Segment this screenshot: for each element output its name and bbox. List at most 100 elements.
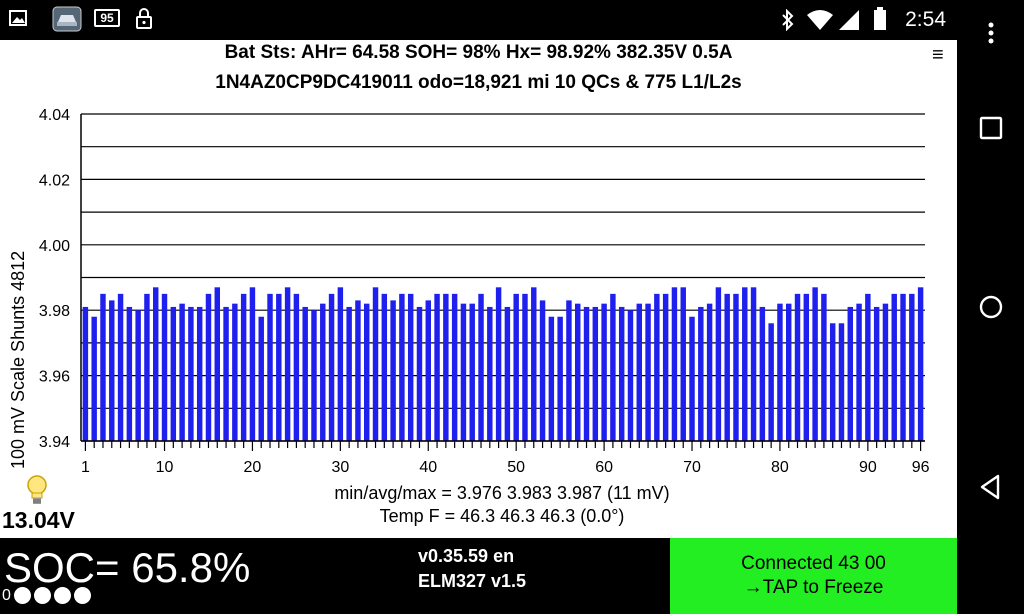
soc-dot (33, 587, 51, 605)
cell-bar (434, 293, 440, 441)
cell-bar (513, 293, 519, 441)
y-tick-label: 4.00 (39, 238, 70, 255)
x-tick-label: 60 (595, 459, 613, 476)
cell-bar (258, 316, 264, 441)
cell-bar (170, 306, 177, 441)
y-tick-label: 3.96 (39, 369, 70, 386)
cell-bar (856, 303, 862, 441)
cell-bar (205, 293, 212, 441)
cell-bar (873, 306, 880, 441)
app-version: v0.35.59 en (418, 546, 515, 566)
cell-voltage-chart[interactable]: 3.94 3.96 3.98 4.00 4.02 4.04 1 10 20 30 40 50 60 70… (0, 40, 957, 538)
tap-to-freeze: →TAP to Freeze (743, 577, 884, 598)
cell-bar (636, 303, 642, 441)
cell-bar (627, 310, 634, 441)
x-tick-label: 40 (419, 459, 437, 476)
cell-bar (557, 316, 563, 441)
cell-bar (355, 300, 361, 441)
x-tick-label: 90 (859, 459, 877, 476)
connection-status: Connected 43 00 (741, 553, 886, 574)
cell-bar (407, 293, 414, 441)
cell-bar (794, 293, 801, 441)
soc-dot (73, 587, 91, 605)
battery-icon (874, 7, 886, 30)
cell-bar (311, 310, 317, 441)
y-tick-label: 4.04 (39, 107, 70, 124)
cell-bar (451, 293, 458, 441)
cell-bar (821, 293, 827, 441)
lightbulb-icon[interactable] (24, 474, 50, 506)
cell-bar (293, 293, 300, 441)
cell-bar (504, 306, 511, 441)
status-clock: 2:54 (905, 8, 946, 31)
cell-bar (531, 287, 537, 441)
version-info: v0.35.59 en ELM327 v1.5 (418, 544, 526, 594)
cell-bar (144, 293, 150, 441)
adapter-version: ELM327 v1.5 (418, 571, 527, 591)
state-of-charge[interactable]: SOC= 65.8% (4, 544, 251, 591)
cell-bar (900, 293, 906, 441)
y-axis-label: 100 mV Scale Shunts 4812 (8, 251, 28, 469)
cell-bar (416, 306, 423, 441)
wifi-icon (807, 10, 833, 30)
cell-bar (829, 323, 836, 441)
cell-bar (240, 293, 247, 441)
cell-bar (575, 303, 581, 441)
y-tick-label: 3.94 (39, 434, 70, 451)
cell-bar (838, 323, 845, 441)
cell-bar (645, 303, 651, 441)
status-bar: 95 2:54 (0, 0, 1024, 40)
connection-button[interactable]: Connected 43 00 →TAP to Freeze (670, 538, 957, 614)
cell-bar (346, 306, 352, 441)
soc-zero-label: 0 (2, 587, 11, 604)
image-icon (9, 10, 27, 26)
cell-bar (249, 287, 256, 441)
bluetooth-icon (782, 9, 794, 31)
cell-bar (267, 293, 273, 441)
overflow-menu-icon[interactable] (974, 16, 1008, 50)
cell-bar (882, 303, 889, 441)
cell-bar (522, 293, 528, 441)
cell-bar (671, 287, 678, 441)
cell-bar (715, 287, 722, 441)
cell-bar (750, 287, 757, 441)
x-tick-label: 10 (156, 459, 174, 476)
y-tick-label: 4.02 (39, 172, 70, 189)
cell-bar (733, 293, 739, 441)
cell-bar (425, 300, 431, 441)
x-tick-label: 30 (331, 459, 349, 476)
cell-bar (223, 306, 229, 441)
lock-icon (136, 8, 152, 29)
cell-bar (276, 293, 282, 441)
x-tick-label: 80 (771, 459, 789, 476)
cell-bar (706, 303, 713, 441)
soc-dot (13, 587, 31, 605)
cell-bar (724, 293, 730, 441)
cell-bar (768, 323, 774, 441)
y-tick-labels: 3.94 3.96 3.98 4.00 4.02 4.04 (39, 107, 70, 451)
cell-bar (390, 300, 396, 441)
cell-bar (812, 287, 818, 441)
soc-indicator: 0 (2, 587, 91, 605)
cell-bar (214, 287, 220, 441)
cell-bar (495, 287, 502, 441)
x-tick-label: 96 (912, 459, 930, 476)
menu-icon[interactable]: ≡ (932, 44, 944, 66)
cell-bar (399, 293, 405, 441)
cell-bar (891, 293, 897, 441)
cell-bar (583, 306, 590, 441)
cell-bar (364, 303, 370, 441)
cell-bar (126, 306, 133, 441)
badge-95-icon: 95 (94, 9, 120, 27)
home-icon[interactable] (974, 290, 1008, 324)
recents-icon[interactable] (974, 111, 1008, 145)
cell-bar (320, 303, 326, 441)
cell-bar (337, 287, 344, 441)
x-tick-label: 50 (507, 459, 525, 476)
cell-bar (188, 306, 194, 441)
stats-line: min/avg/max = 3.976 3.983 3.987 (11 mV) (334, 483, 669, 503)
cell-bar (698, 306, 704, 441)
back-icon[interactable] (974, 470, 1008, 504)
car-app-icon (52, 6, 82, 32)
cell-bar (917, 287, 924, 441)
